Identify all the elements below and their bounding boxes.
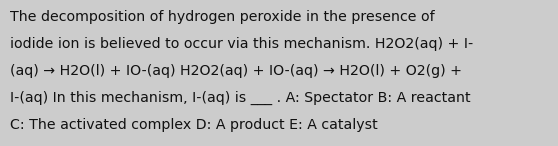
Text: C: The activated complex D: A product E: A catalyst: C: The activated complex D: A product E:… bbox=[10, 118, 378, 132]
Text: I-(aq) In this mechanism, I-(aq) is ___ . A: Spectator B: A reactant: I-(aq) In this mechanism, I-(aq) is ___ … bbox=[10, 91, 470, 105]
Text: (aq) → H2O(l) + IO-(aq) H2O2(aq) + IO-(aq) → H2O(l) + O2(g) +: (aq) → H2O(l) + IO-(aq) H2O2(aq) + IO-(a… bbox=[10, 64, 462, 78]
Text: iodide ion is believed to occur via this mechanism. H2O2(aq) + I-: iodide ion is believed to occur via this… bbox=[10, 37, 473, 51]
Text: The decomposition of hydrogen peroxide in the presence of: The decomposition of hydrogen peroxide i… bbox=[10, 10, 435, 24]
